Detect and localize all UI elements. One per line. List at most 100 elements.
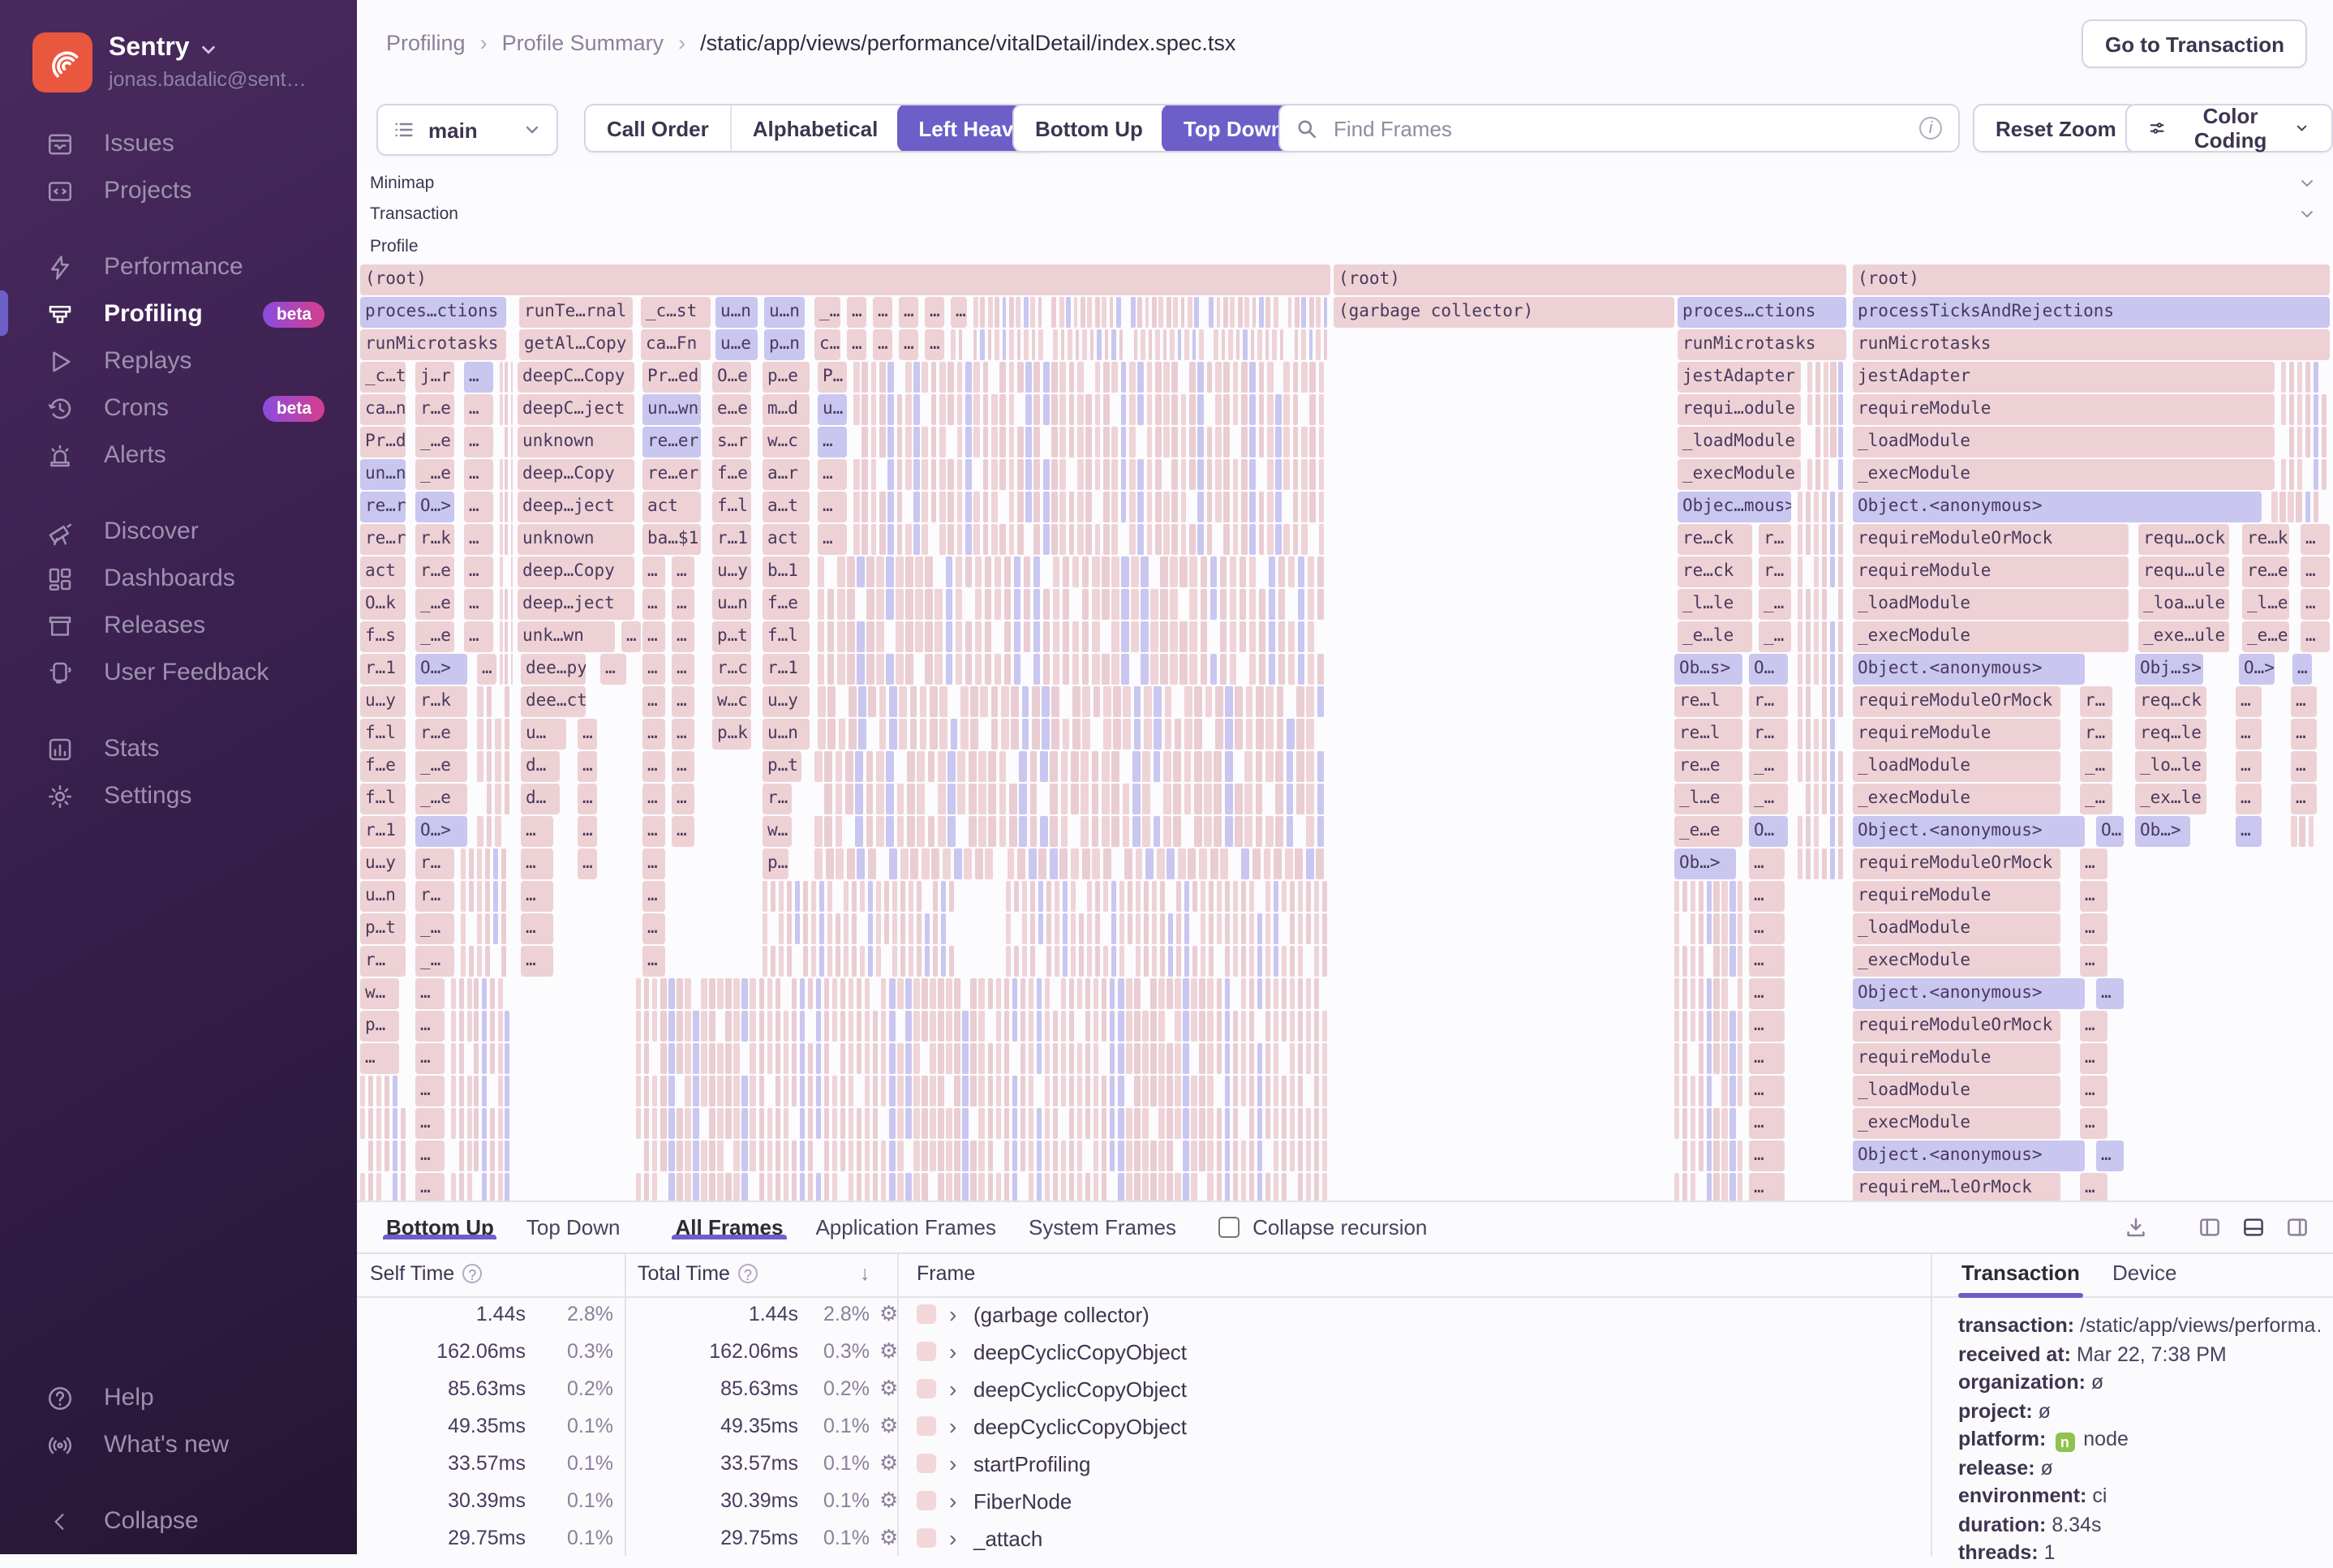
flame-frame-sliver[interactable]	[1060, 1108, 1067, 1139]
flame-frame-sliver[interactable]	[1033, 621, 1041, 652]
flame-frame[interactable]: f…l	[712, 492, 751, 522]
flame-frame[interactable]: …	[672, 751, 694, 782]
flame-frame-sliver[interactable]	[930, 1043, 936, 1074]
flame-frame-sliver[interactable]	[1076, 978, 1083, 1009]
flame-frame-sliver[interactable]	[489, 1141, 495, 1171]
flame-frame-sliver[interactable]	[1153, 751, 1161, 782]
flame-frame-sliver[interactable]	[501, 946, 507, 977]
flame-frame-sliver[interactable]	[1031, 686, 1040, 717]
flame-frame-sliver[interactable]	[965, 621, 972, 652]
flame-frame-sliver[interactable]	[1690, 1011, 1696, 1042]
flame-frame-sliver[interactable]	[1184, 686, 1192, 717]
flame-frame-sliver[interactable]	[660, 1108, 667, 1139]
flame-frame-sliver[interactable]	[1072, 621, 1080, 652]
flame-frame-sliver[interactable]	[1306, 881, 1312, 912]
flame-frame-sliver[interactable]	[946, 1108, 952, 1139]
flame-frame-sliver[interactable]	[1060, 1173, 1067, 1201]
flame-frame-sliver[interactable]	[1318, 459, 1325, 490]
flame-frame[interactable]: _loadModule	[1853, 1076, 2060, 1106]
flame-frame-sliver[interactable]	[2305, 394, 2311, 425]
flame-frame-sliver[interactable]	[376, 1076, 382, 1106]
flame-frame-sliver[interactable]	[1154, 394, 1162, 425]
flame-frame-sliver[interactable]	[831, 978, 838, 1009]
flame-frame-sliver[interactable]	[510, 394, 513, 425]
frame-table-row[interactable]: 29.75ms 0.1% 29.75ms 0.1% ⚙ › _attach	[357, 1520, 1931, 1557]
flame-frame-sliver[interactable]	[861, 362, 868, 393]
flame-frame-sliver[interactable]	[1097, 329, 1102, 360]
flame-frame-sliver[interactable]	[1830, 751, 1836, 782]
thread-select[interactable]: main	[376, 104, 558, 156]
flame-frame-sliver[interactable]	[873, 978, 879, 1009]
flame-frame-sliver[interactable]	[1258, 556, 1266, 587]
flame-frame-sliver[interactable]	[1144, 913, 1149, 944]
flame-frame-sliver[interactable]	[984, 589, 992, 620]
flame-frame-sliver[interactable]	[1214, 492, 1222, 522]
total-time-column-header[interactable]: Total Time?	[638, 1262, 758, 1285]
flame-frame-sliver[interactable]	[1306, 751, 1315, 782]
flame-frame-sliver[interactable]	[1297, 1141, 1304, 1171]
flame-frame-sliver[interactable]	[1255, 784, 1263, 814]
flame-frame-sliver[interactable]	[864, 1141, 870, 1171]
flame-frame-sliver[interactable]	[1240, 1173, 1247, 1201]
flame-frame[interactable]: deep…Copy	[518, 459, 634, 490]
flame-frame-sliver[interactable]	[1209, 946, 1214, 977]
flame-frame-sliver[interactable]	[1690, 1108, 1696, 1139]
flame-frame-sliver[interactable]	[968, 816, 977, 847]
flame-frame-sliver[interactable]	[982, 524, 989, 555]
flame-frame[interactable]: deep…Copy	[518, 556, 634, 587]
flame-frame-sliver[interactable]	[1052, 1173, 1059, 1201]
flame-frame-sliver[interactable]	[1152, 946, 1158, 977]
flame-frame-sliver[interactable]	[701, 1141, 707, 1171]
flame-frame-sliver[interactable]	[807, 1173, 814, 1201]
flame-frame-sliver[interactable]	[818, 621, 825, 652]
flame-frame-sliver[interactable]	[1214, 719, 1223, 750]
flame-frame-sliver[interactable]	[1079, 913, 1085, 944]
flame-frame-sliver[interactable]	[823, 1043, 830, 1074]
flame-frame-sliver[interactable]	[2305, 427, 2311, 458]
flame-frame[interactable]: _ex…le	[2135, 784, 2206, 814]
flame-frame-sliver[interactable]	[1806, 751, 1811, 782]
flame-frame[interactable]: …	[873, 329, 892, 360]
flame-frame-sliver[interactable]	[1003, 1173, 1009, 1201]
flame-frame-sliver[interactable]	[1216, 1173, 1222, 1201]
flame-frame-sliver[interactable]	[1031, 719, 1040, 750]
flame-frame-sliver[interactable]	[733, 1043, 740, 1074]
flame-frame-sliver[interactable]	[1232, 978, 1238, 1009]
flame-frame-sliver[interactable]	[876, 946, 882, 977]
flame-frame-sliver[interactable]	[1163, 427, 1170, 458]
flame-frame-sliver[interactable]	[1162, 329, 1167, 360]
flame-frame-sliver[interactable]	[1176, 946, 1182, 977]
flame-frame-sliver[interactable]	[1103, 913, 1109, 944]
flame-frame-sliver[interactable]	[937, 751, 946, 782]
flame-frame-sliver[interactable]	[1068, 1141, 1075, 1171]
flame-frame[interactable]: _e…le	[1678, 621, 1752, 652]
flame-frame-sliver[interactable]	[922, 427, 929, 458]
flame-frame-sliver[interactable]	[1095, 881, 1101, 912]
flame-frame-sliver[interactable]	[1102, 654, 1110, 685]
flame-frame-sliver[interactable]	[636, 1011, 642, 1042]
flame-frame[interactable]: requireM…leOrMock	[1853, 1173, 2060, 1201]
flame-frame-sliver[interactable]	[725, 1043, 732, 1074]
flame-frame-sliver[interactable]	[881, 1043, 887, 1074]
flame-frame[interactable]: …	[1749, 1141, 1785, 1171]
flame-frame-sliver[interactable]	[973, 394, 981, 425]
flame-frame-sliver[interactable]	[1224, 1108, 1230, 1139]
flame-frame[interactable]: runMicrotasks	[1853, 329, 2330, 360]
flame-frame-sliver[interactable]	[1235, 719, 1244, 750]
flame-frame-sliver[interactable]	[1690, 1043, 1696, 1074]
flame-frame-sliver[interactable]	[1137, 427, 1144, 458]
flame-frame-sliver[interactable]	[451, 1011, 457, 1042]
flame-frame-sliver[interactable]	[1001, 686, 1009, 717]
flame-frame[interactable]: …	[642, 686, 665, 717]
flame-frame-sliver[interactable]	[1085, 394, 1093, 425]
flame-frame-sliver[interactable]	[930, 978, 936, 1009]
flame-frame-sliver[interactable]	[1207, 1141, 1214, 1171]
flame-frame-sliver[interactable]	[1278, 556, 1286, 587]
flame-frame-sliver[interactable]	[1248, 1076, 1255, 1106]
flame-frame[interactable]: …	[464, 524, 493, 555]
flame-frame[interactable]: Object.<anonymous>	[1853, 1141, 2085, 1171]
flame-frame-sliver[interactable]	[497, 1076, 503, 1106]
flame-frame-sliver[interactable]	[1068, 1076, 1075, 1106]
flame-frame-sliver[interactable]	[1094, 492, 1101, 522]
flame-frame-sliver[interactable]	[1698, 1043, 1704, 1074]
